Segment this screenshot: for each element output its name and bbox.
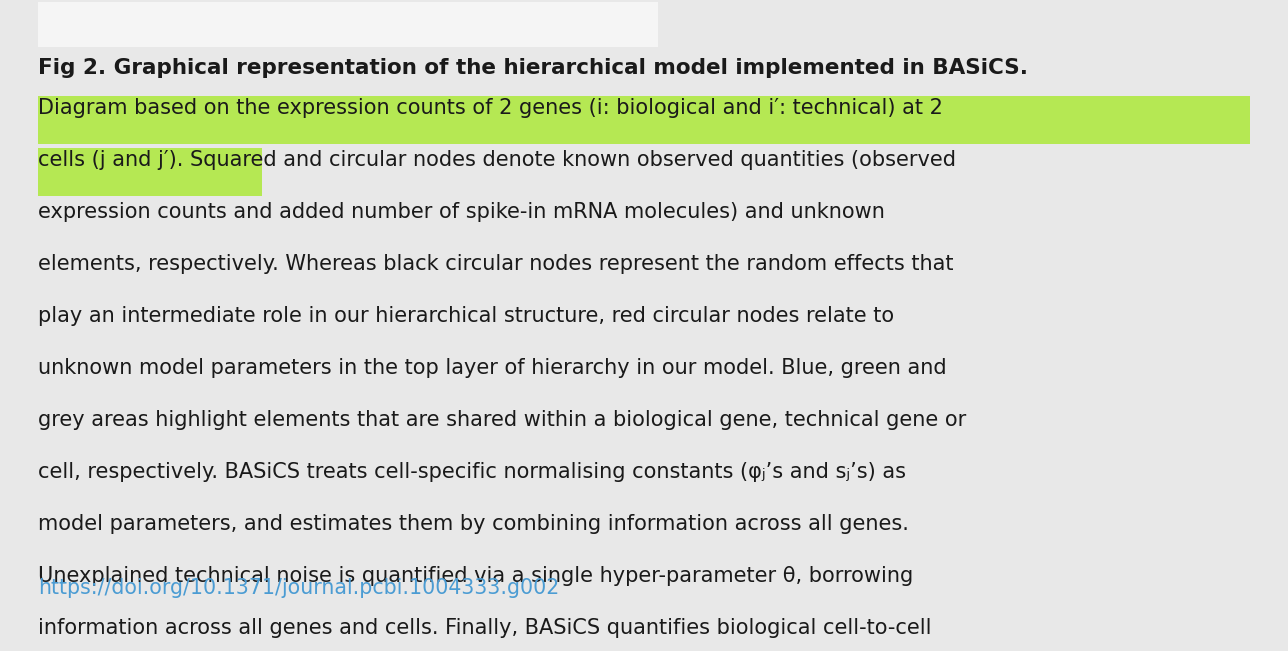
Text: unknown model parameters in the top layer of hierarchy in our model. Blue, green: unknown model parameters in the top laye… — [39, 358, 947, 378]
Text: Unexplained technical noise is quantified via a single hyper-parameter θ, borrow: Unexplained technical noise is quantifie… — [39, 566, 913, 586]
Text: expression counts and added number of spike-in mRNA molecules) and unknown: expression counts and added number of sp… — [39, 202, 885, 222]
Text: elements, respectively. Whereas black circular nodes represent the random effect: elements, respectively. Whereas black ci… — [39, 254, 953, 274]
Text: Diagram based on the expression counts of 2 genes (i: biological and i′: technic: Diagram based on the expression counts o… — [39, 98, 943, 118]
Text: cell, respectively. BASiCS treats cell-specific normalising constants (φⱼ’s and : cell, respectively. BASiCS treats cell-s… — [39, 462, 905, 482]
Bar — [39, 148, 261, 196]
Text: model parameters, and estimates them by combining information across all genes.: model parameters, and estimates them by … — [39, 514, 909, 534]
Text: grey areas highlight elements that are shared within a biological gene, technica: grey areas highlight elements that are s… — [39, 410, 966, 430]
Text: information across all genes and cells. Finally, BASiCS quantifies biological ce: information across all genes and cells. … — [39, 618, 931, 638]
Text: https://doi.org/10.1371/journal.pcbi.1004333.g002: https://doi.org/10.1371/journal.pcbi.100… — [39, 578, 559, 598]
Bar — [39, 96, 1249, 144]
Text: Fig 2. Graphical representation of the hierarchical model implemented in BASiCS.: Fig 2. Graphical representation of the h… — [39, 58, 1028, 78]
Text: cells (j and j′). Squared and circular nodes denote known observed quantities (o: cells (j and j′). Squared and circular n… — [39, 150, 956, 170]
Bar — [39, 2, 658, 47]
Text: play an intermediate role in our hierarchical structure, red circular nodes rela: play an intermediate role in our hierarc… — [39, 306, 894, 326]
